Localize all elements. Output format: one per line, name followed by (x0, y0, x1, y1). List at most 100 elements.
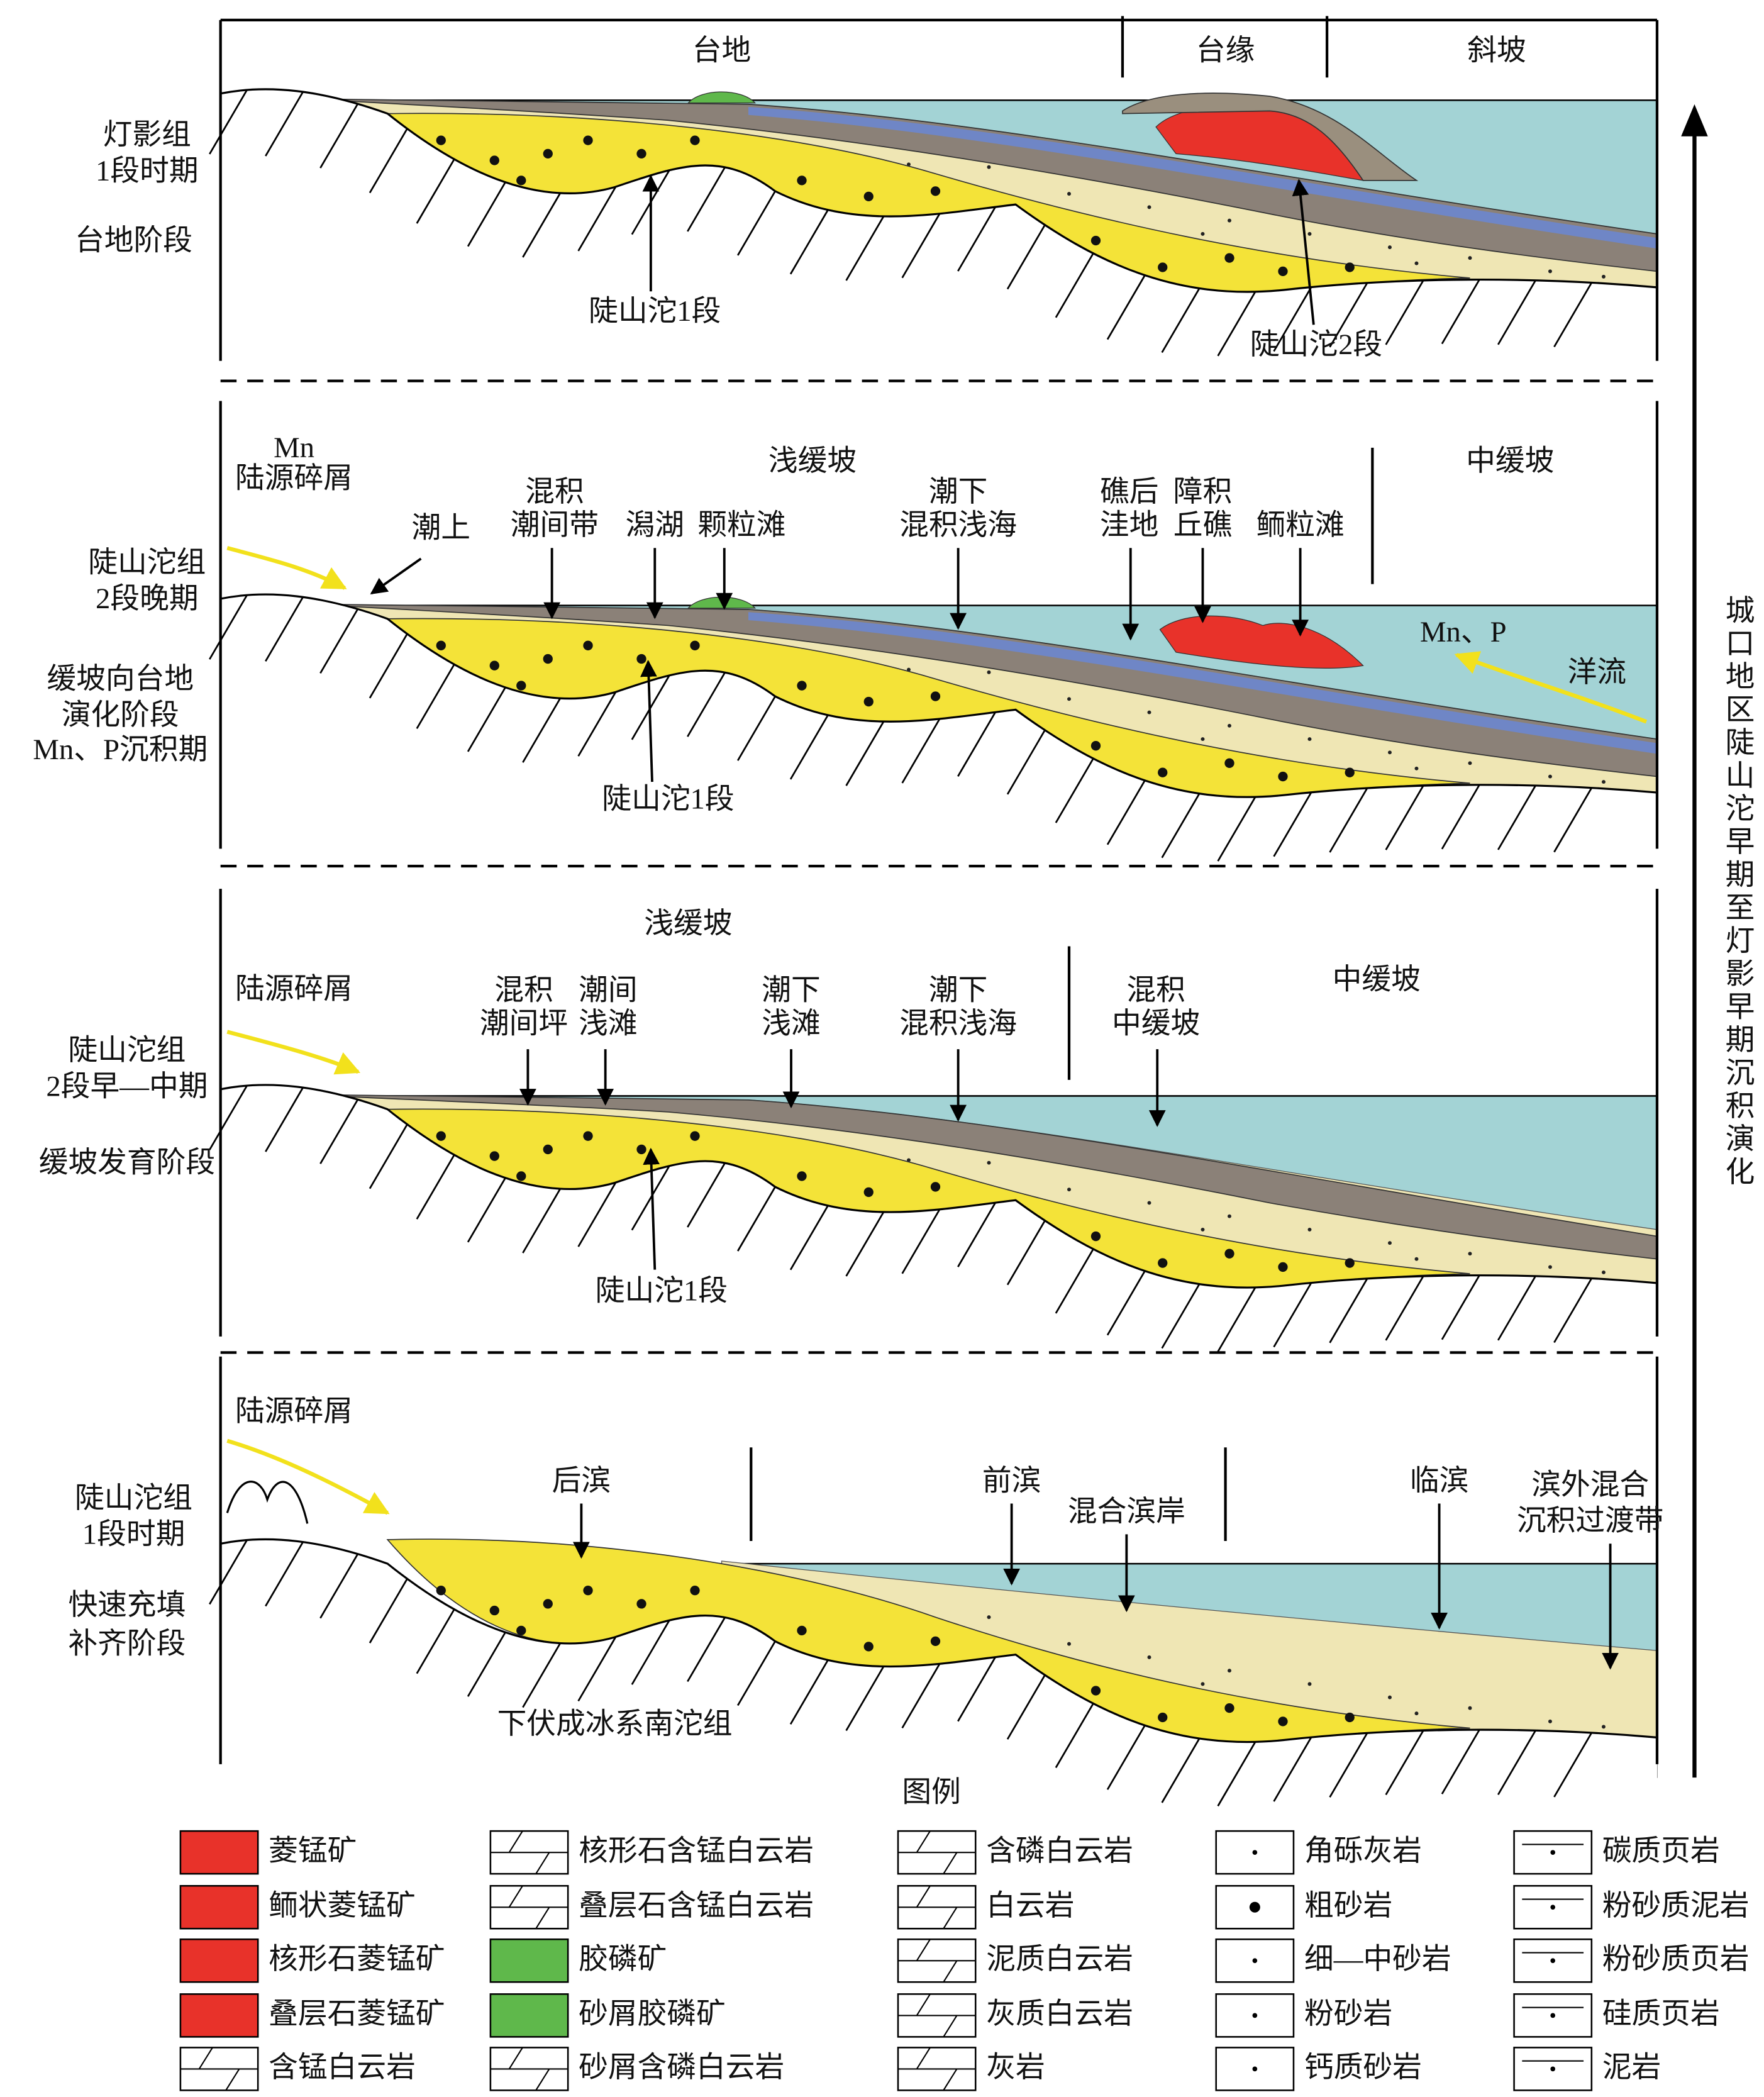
sand-grain (797, 1171, 807, 1181)
hatch (319, 103, 359, 169)
legend-swatch (489, 1993, 569, 2038)
hatch (416, 159, 455, 224)
sand-grain (636, 1144, 646, 1155)
sand-grain (1307, 1682, 1312, 1686)
hatch (1161, 1738, 1201, 1803)
legend-title: 图例 (902, 1776, 960, 1808)
sand-grain (489, 155, 499, 165)
zone-label: 台地 (692, 35, 751, 67)
swatch-pattern (508, 1830, 523, 1853)
hatch (209, 594, 248, 660)
hatch (845, 1666, 885, 1732)
annotation: 浅滩 (579, 1008, 637, 1040)
swatch-pattern (943, 1852, 958, 1874)
mudstone (307, 1094, 1658, 1260)
sand-grain (863, 1187, 874, 1198)
sand-grain (1387, 1241, 1392, 1245)
sand-grain (516, 681, 526, 691)
sand-grain (1387, 750, 1392, 755)
source-label: 陆源碎屑 (235, 972, 353, 1005)
hatch (1217, 796, 1256, 862)
sand-grain (1224, 1703, 1234, 1713)
hatch (1441, 1274, 1480, 1340)
sand-grain (930, 1636, 941, 1647)
sand-grain (636, 1599, 646, 1609)
legend-label: 胶磷矿 (579, 1943, 667, 1976)
hatch (789, 1659, 829, 1725)
legend-label: 鲕状菱锰矿 (269, 1889, 416, 1922)
sand-grain (690, 640, 700, 650)
legend-label: 叠层石含锰白云岩 (579, 1889, 814, 1922)
phase-label: 台地阶段 (75, 224, 192, 257)
hatch (1497, 280, 1536, 345)
hatch (687, 1616, 726, 1683)
hatch (736, 1640, 776, 1706)
swatch-pattern (1252, 1850, 1258, 1855)
hatch (1441, 1729, 1480, 1794)
hatch (957, 1656, 996, 1722)
sand-grain (1414, 261, 1419, 265)
sand-grain (636, 654, 646, 664)
legend-label: 灰岩 (986, 2051, 1045, 2084)
stage-label: 2段早—中期 (46, 1071, 208, 1103)
hatch (1273, 792, 1312, 857)
legend-label: 角砾灰岩 (1304, 1835, 1422, 1867)
hatch (1385, 280, 1424, 345)
legend-label: 硅质页岩 (1602, 1998, 1720, 2030)
sand-grain (863, 696, 874, 707)
annotation: 潟湖 (626, 509, 684, 542)
phase-label: 快速充填 (68, 1589, 186, 1621)
flow-arrow (226, 1030, 361, 1075)
swatch-pattern (535, 2068, 550, 2091)
legend-label: 含锰白云岩 (269, 2051, 416, 2084)
sand-grain (1067, 697, 1071, 701)
hatch (577, 1636, 617, 1702)
hatch (467, 1177, 506, 1243)
zone-label: 台缘 (1196, 35, 1255, 67)
hatch (736, 696, 776, 761)
dolomite (748, 612, 1657, 754)
stage-label: 1段时期 (96, 155, 199, 187)
annotation: 鲕粒滩 (1256, 509, 1344, 542)
phase-label: 补齐阶段 (68, 1628, 186, 1660)
annotation: 丘礁 (1173, 509, 1232, 542)
phase-label: Mn、P沉积期 (33, 733, 208, 766)
hatch (209, 1539, 248, 1605)
legend-swatch (179, 1938, 259, 1983)
hatch (369, 633, 408, 699)
sand-grain (1067, 1642, 1071, 1646)
hatch (1273, 1282, 1312, 1348)
legend-label: 灰质白云岩 (986, 1998, 1133, 2030)
annotation: 混积浅海 (899, 509, 1017, 542)
flow-arrow (226, 1438, 390, 1515)
hatch (736, 191, 776, 256)
sand-grain (489, 1151, 499, 1161)
time-arrow-head (1681, 104, 1708, 136)
hatch (577, 1182, 617, 1247)
pointer-arrow (1292, 179, 1315, 325)
hatch (1441, 784, 1480, 850)
hatch (416, 664, 455, 730)
sand-grain (907, 1158, 911, 1162)
hatch (687, 1162, 726, 1228)
annotation: 洼地 (1100, 509, 1158, 542)
hatch (265, 596, 304, 662)
sand-grain (1201, 737, 1205, 742)
sand-grain (1201, 1227, 1205, 1232)
hatch (467, 1632, 506, 1697)
annotation: 礁后 (1100, 476, 1158, 508)
hatch (209, 89, 248, 155)
basement (220, 1084, 1658, 1289)
sand-grain (516, 1625, 526, 1636)
hatch (1106, 780, 1146, 845)
flow-arrow (1454, 651, 1648, 724)
zone-label: 浅缓坡 (644, 907, 732, 940)
sand-grain (930, 1182, 941, 1192)
annotation: 潮下 (762, 974, 820, 1007)
swatch-pattern (943, 1906, 958, 1929)
hatch (631, 1165, 670, 1231)
hatch (789, 715, 829, 780)
hatch (789, 209, 829, 275)
swatch-pattern (1550, 1958, 1556, 1964)
basement (220, 88, 1658, 293)
